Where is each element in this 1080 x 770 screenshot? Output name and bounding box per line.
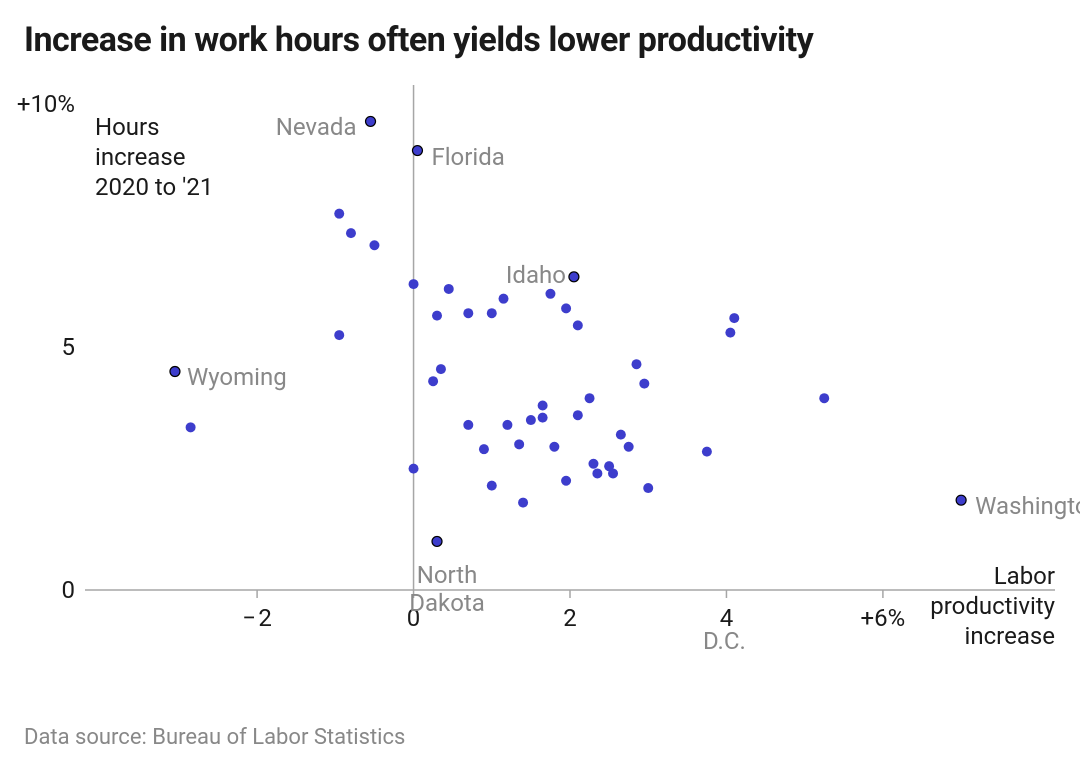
data-point xyxy=(479,444,489,454)
point-label: Idaho xyxy=(506,261,566,289)
data-point xyxy=(538,400,548,410)
point-label: Washington xyxy=(975,492,1080,520)
data-point xyxy=(573,320,583,330)
data-point xyxy=(436,364,446,374)
point-label: Wyoming xyxy=(187,363,287,391)
x-axis-annotation: Labor productivity increase xyxy=(930,561,1055,651)
data-point xyxy=(616,430,626,440)
x-tick-label: +6% xyxy=(843,604,923,632)
data-point xyxy=(369,240,379,250)
chart-title: Increase in work hours often yields lowe… xyxy=(24,20,813,60)
data-point xyxy=(631,359,641,369)
data-point xyxy=(432,536,442,546)
data-point xyxy=(186,422,196,432)
data-point xyxy=(624,442,634,452)
data-point xyxy=(588,459,598,469)
data-point xyxy=(538,413,548,423)
data-point xyxy=(346,228,356,238)
data-point xyxy=(702,447,712,457)
data-point xyxy=(549,442,559,452)
data-point xyxy=(432,311,442,321)
data-point xyxy=(334,209,344,219)
data-point xyxy=(729,313,739,323)
data-source-footer: Data source: Bureau of Labor Statistics xyxy=(24,725,405,750)
data-point xyxy=(518,498,528,508)
data-point xyxy=(819,393,829,403)
data-point xyxy=(170,366,180,376)
data-point xyxy=(412,146,422,156)
data-point xyxy=(487,481,497,491)
data-point xyxy=(585,393,595,403)
data-point xyxy=(366,116,376,126)
data-point xyxy=(545,289,555,299)
data-point xyxy=(428,376,438,386)
y-tick-label: +10% xyxy=(0,90,75,118)
point-label: D.C. xyxy=(703,627,746,655)
data-point xyxy=(639,379,649,389)
data-point xyxy=(487,308,497,318)
point-label: Nevada xyxy=(276,113,357,141)
data-point xyxy=(409,464,419,474)
data-point xyxy=(561,476,571,486)
plot-area: Hours increase 2020 to '21 Labor product… xyxy=(85,80,1055,635)
data-point xyxy=(499,294,509,304)
data-point xyxy=(573,410,583,420)
x-tick-label: − 2 xyxy=(217,604,297,632)
scatter-svg xyxy=(85,80,1055,635)
y-tick-label: 0 xyxy=(0,576,75,604)
data-point xyxy=(514,439,524,449)
point-label: Florida xyxy=(431,143,504,171)
y-tick-label: 5 xyxy=(0,333,75,361)
data-point xyxy=(444,284,454,294)
data-point xyxy=(409,279,419,289)
data-point xyxy=(725,328,735,338)
x-tick-label: 2 xyxy=(530,604,610,632)
data-point xyxy=(334,330,344,340)
point-label: North Dakota xyxy=(387,561,507,617)
data-point xyxy=(561,303,571,313)
y-axis-annotation: Hours increase 2020 to '21 xyxy=(95,112,213,202)
data-point xyxy=(569,272,579,282)
data-point xyxy=(956,495,966,505)
data-point xyxy=(526,415,536,425)
data-point xyxy=(463,308,473,318)
data-point xyxy=(643,483,653,493)
data-point xyxy=(608,468,618,478)
data-point xyxy=(592,468,602,478)
data-point xyxy=(463,420,473,430)
data-point xyxy=(502,420,512,430)
